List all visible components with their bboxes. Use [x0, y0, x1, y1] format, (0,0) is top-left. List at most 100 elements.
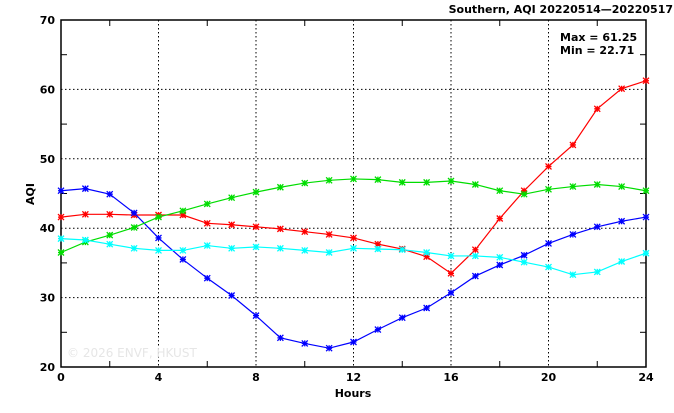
data-point-cyan [545, 263, 552, 271]
data-point-red [447, 269, 455, 277]
data-point-blue [155, 234, 162, 242]
data-point-cyan [569, 271, 577, 279]
asterisk-marker-icon [593, 181, 601, 188]
data-point-blue [81, 185, 89, 193]
asterisk-marker-icon [447, 177, 455, 185]
x-tick-label: 0 [57, 371, 65, 384]
data-point-red [276, 225, 284, 233]
data-point-cyan [398, 246, 406, 254]
data-point-red [228, 221, 236, 229]
data-point-red [496, 215, 504, 222]
asterisk-marker-icon [155, 234, 162, 242]
asterisk-marker-icon [520, 251, 528, 259]
asterisk-marker-icon [276, 244, 284, 252]
asterisk-marker-icon [520, 258, 528, 266]
asterisk-marker-icon [228, 194, 236, 202]
asterisk-marker-icon [301, 228, 309, 236]
data-point-blue [569, 230, 577, 238]
data-point-red [301, 228, 309, 236]
data-point-green [106, 231, 114, 239]
data-point-green [471, 181, 479, 188]
asterisk-marker-icon [471, 252, 479, 260]
data-point-green [447, 177, 455, 185]
data-point-green [252, 188, 260, 196]
axes: 0 4 8 12 16 20 24 20 30 40 50 60 70 [40, 14, 654, 384]
data-point-cyan [130, 244, 138, 252]
data-point-green [423, 178, 431, 186]
x-tick-label: 4 [155, 371, 163, 384]
asterisk-marker-icon [325, 230, 333, 238]
asterisk-marker-icon [447, 289, 455, 297]
asterisk-marker-icon [618, 258, 626, 265]
asterisk-marker-icon [545, 263, 552, 271]
asterisk-marker-icon [228, 244, 236, 252]
data-point-green [398, 178, 406, 186]
watermark: © 2026 ENVF, HKUST [67, 346, 197, 360]
data-point-red [520, 187, 528, 195]
data-point-blue [228, 292, 236, 299]
y-tick-label: 50 [40, 153, 56, 166]
y-tick-label: 70 [40, 14, 56, 27]
data-point-blue [618, 217, 626, 225]
data-point-blue [276, 334, 284, 342]
asterisk-marker-icon [325, 249, 333, 256]
data-point-green [520, 190, 528, 198]
data-point-cyan [374, 245, 382, 253]
asterisk-marker-icon [642, 187, 650, 195]
asterisk-marker-icon [228, 292, 236, 299]
data-point-red [618, 85, 626, 93]
asterisk-marker-icon [496, 253, 504, 261]
data-point-cyan [447, 252, 455, 260]
data-point-red [179, 211, 187, 219]
asterisk-marker-icon [520, 190, 528, 198]
asterisk-marker-icon [642, 213, 650, 221]
asterisk-marker-icon [252, 312, 260, 320]
data-point-cyan [155, 246, 162, 254]
asterisk-marker-icon [252, 243, 260, 251]
data-point-blue [374, 326, 382, 333]
asterisk-marker-icon [374, 245, 382, 253]
asterisk-marker-icon [228, 221, 236, 229]
asterisk-marker-icon [301, 246, 309, 254]
data-point-red [423, 253, 431, 261]
data-point-blue [447, 289, 455, 297]
data-point-blue [545, 240, 552, 247]
asterisk-marker-icon [276, 334, 284, 342]
asterisk-marker-icon [569, 271, 577, 279]
asterisk-marker-icon [252, 223, 260, 231]
y-axis-label: AQI [24, 183, 37, 205]
asterisk-marker-icon [57, 213, 65, 221]
asterisk-marker-icon [130, 209, 138, 217]
data-point-cyan [350, 244, 357, 252]
asterisk-marker-icon [350, 175, 357, 183]
x-tick-label: 12 [346, 371, 361, 384]
asterisk-marker-icon [374, 176, 382, 184]
data-point-blue [642, 213, 650, 221]
asterisk-marker-icon [398, 246, 406, 254]
asterisk-marker-icon [374, 240, 382, 248]
data-point-blue [57, 187, 65, 195]
asterisk-marker-icon [423, 178, 431, 186]
data-point-cyan [252, 243, 260, 251]
data-point-green [569, 183, 577, 191]
asterisk-marker-icon [569, 183, 577, 191]
data-point-red [593, 105, 601, 113]
asterisk-marker-icon [642, 249, 650, 257]
data-point-green [545, 185, 552, 193]
asterisk-marker-icon [374, 326, 382, 333]
data-point-red [642, 77, 650, 85]
data-point-cyan [228, 244, 236, 252]
data-point-cyan [496, 253, 504, 261]
asterisk-marker-icon [423, 249, 431, 256]
asterisk-marker-icon [618, 183, 626, 191]
asterisk-marker-icon [57, 249, 65, 256]
asterisk-marker-icon [106, 190, 114, 198]
data-point-blue [179, 255, 187, 263]
asterisk-marker-icon [350, 234, 357, 242]
data-point-green [276, 183, 284, 191]
data-point-cyan [520, 258, 528, 266]
data-point-blue [106, 190, 114, 198]
asterisk-marker-icon [569, 230, 577, 238]
y-tick-label: 60 [40, 83, 56, 96]
